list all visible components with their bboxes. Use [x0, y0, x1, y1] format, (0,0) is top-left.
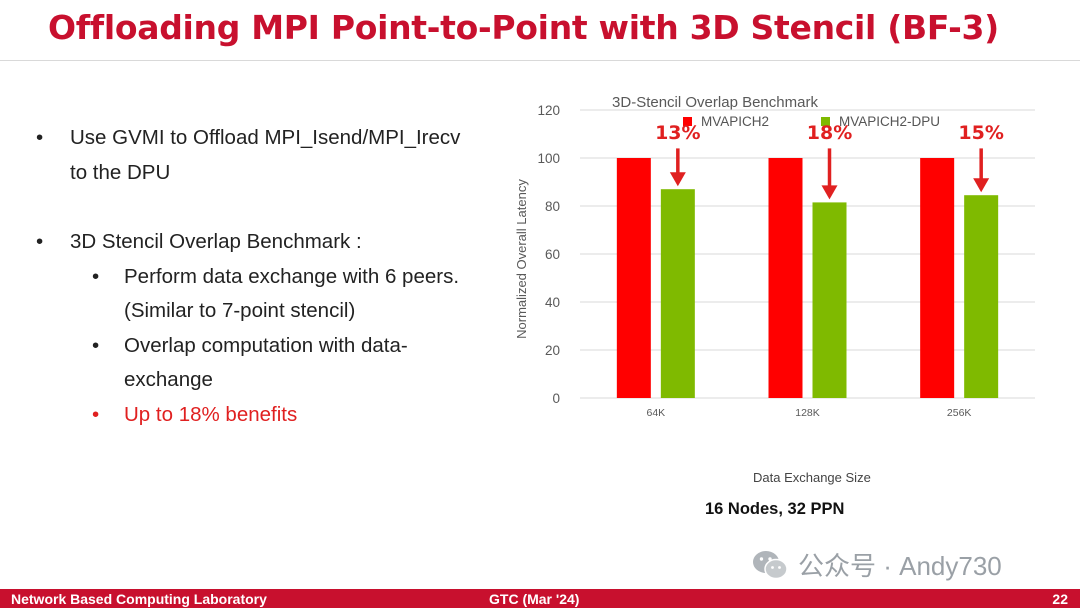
annotation-arrow-head — [821, 185, 838, 200]
legend-label-mvapich2-dpu: MVAPICH2-DPU — [839, 114, 941, 129]
sub-bullet-item: Overlap computation with data-exchange — [70, 329, 470, 398]
sub-bullet-list: Perform data exchange with 6 peers. (Sim… — [70, 260, 470, 433]
bar-chart: 3D-Stencil Overlap Benchmark MVAPICH2 MV… — [495, 85, 1055, 505]
y-tick-label: 80 — [545, 199, 560, 214]
watermark: 公众号 · Andy730 — [752, 546, 1002, 583]
y-tick-label: 120 — [537, 103, 560, 118]
footer-conference: GTC (Mar '24) — [489, 591, 580, 607]
improvement-label: 13% — [655, 122, 700, 144]
improvement-label: 18% — [807, 122, 852, 144]
wechat-icon — [753, 550, 788, 579]
sub-bullet-item-highlight: Up to 18% benefits — [70, 398, 470, 433]
legend-label-mvapich2: MVAPICH2 — [701, 114, 770, 129]
chart-caption: 16 Nodes, 32 PPN — [705, 500, 845, 518]
legend-item-mvapich2-dpu: MVAPICH2-DPU — [821, 114, 940, 129]
bar-mvapich2-dpu — [812, 202, 847, 398]
title-divider — [0, 60, 1080, 61]
bar-mvapich2 — [616, 158, 651, 398]
footer-lab-name: Network Based Computing Laboratory — [11, 591, 267, 607]
watermark-text: 公众号 · Andy730 — [798, 551, 1002, 581]
legend-swatch-mvapich2 — [683, 117, 692, 126]
improvement-label: 15% — [958, 122, 1003, 144]
bullet-text: 3D Stencil Overlap Benchmark : — [70, 230, 362, 253]
chart-title: 3D-Stencil Overlap Benchmark — [612, 94, 818, 111]
y-tick-label: 60 — [545, 247, 560, 262]
y-tick-label: 100 — [537, 151, 560, 166]
y-tick-label: 0 — [552, 391, 560, 406]
bullet-list: Use GVMI to Offload MPI_Isend/MPI_Irecv … — [30, 121, 470, 432]
bullet-item: 3D Stencil Overlap Benchmark : Perform d… — [30, 225, 470, 432]
bar-mvapich2 — [920, 158, 955, 398]
x-tick-label: 64K — [646, 407, 665, 419]
slide-title: Offloading MPI Point-to-Point with 3D St… — [48, 8, 999, 47]
chart-plot: 0 20 40 60 80 100 120 Normalized Overall Latenc… — [514, 103, 1035, 419]
x-tick-label: 256K — [947, 407, 972, 419]
bullet-item: Use GVMI to Offload MPI_Isend/MPI_Irecv … — [30, 121, 470, 190]
annotation-arrow-head — [669, 172, 686, 187]
y-axis-label: Normalized Overall Latency — [514, 179, 529, 339]
page-number: 22 — [1052, 591, 1068, 607]
y-tick-label: 40 — [545, 295, 560, 310]
bar-mvapich2-dpu — [964, 195, 999, 398]
bar-mvapich2 — [768, 158, 803, 398]
x-tick-label: 128K — [795, 407, 820, 419]
legend-item-mvapich2: MVAPICH2 — [683, 114, 769, 129]
annotation-arrow-head — [973, 178, 990, 193]
x-axis-label: Data Exchange Size — [753, 470, 871, 485]
footer-bar: Network Based Computing Laboratory GTC (… — [0, 589, 1080, 608]
sub-bullet-item: Perform data exchange with 6 peers. (Sim… — [70, 260, 470, 329]
y-tick-label: 20 — [545, 343, 560, 358]
legend-swatch-mvapich2-dpu — [821, 117, 830, 126]
bar-mvapich2-dpu — [660, 189, 695, 398]
